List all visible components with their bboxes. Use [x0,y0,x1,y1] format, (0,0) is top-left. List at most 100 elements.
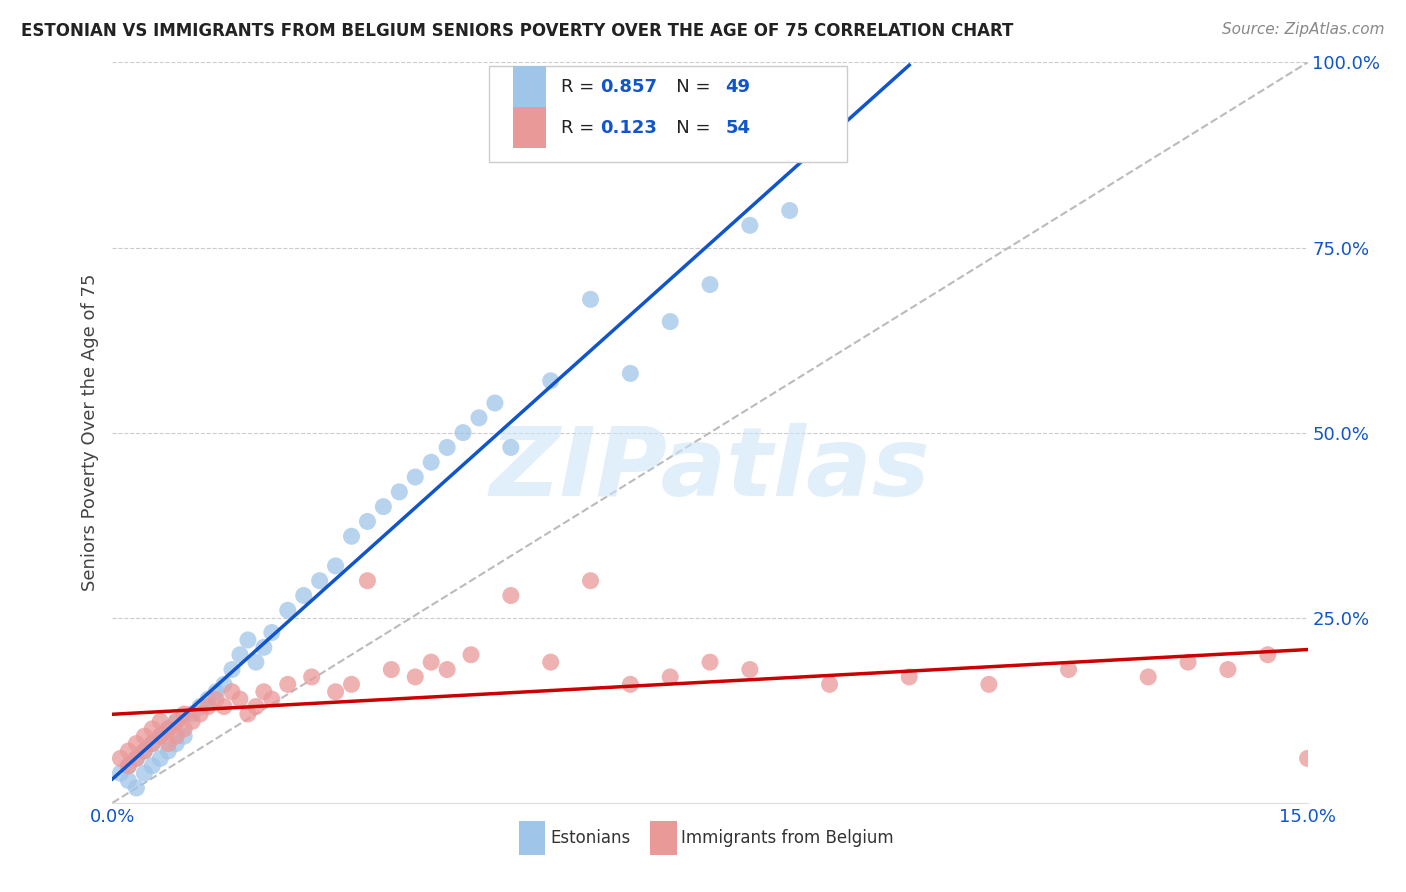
Text: N =: N = [658,119,716,136]
Point [738,663,761,677]
Bar [513,66,547,107]
Point [699,655,721,669]
Point [165,729,187,743]
Point [325,558,347,573]
Point [125,737,148,751]
Point [260,692,283,706]
Point [340,677,363,691]
Point [460,648,482,662]
Point [125,751,148,765]
Point [236,632,259,647]
Point [117,758,139,772]
Point [157,722,180,736]
Point [1257,648,1279,662]
Point [579,293,602,307]
Point [738,219,761,233]
Point [499,589,522,603]
Point [253,685,276,699]
Point [779,203,801,218]
Point [659,314,682,328]
Bar [651,822,676,855]
Point [579,574,602,588]
Point [149,714,172,729]
Text: 49: 49 [725,78,751,95]
Point [134,744,156,758]
Point [308,574,330,588]
Text: Estonians: Estonians [550,829,630,847]
Point [436,663,458,677]
Point [125,780,148,795]
Point [134,729,156,743]
Point [404,470,426,484]
Point [292,589,315,603]
Text: ESTONIAN VS IMMIGRANTS FROM BELGIUM SENIORS POVERTY OVER THE AGE OF 75 CORRELATI: ESTONIAN VS IMMIGRANTS FROM BELGIUM SENI… [21,22,1014,40]
Point [157,737,180,751]
Point [420,655,443,669]
Point [451,425,474,440]
Point [149,751,172,765]
Point [165,737,187,751]
Text: Immigrants from Belgium: Immigrants from Belgium [682,829,894,847]
Text: R =: R = [561,119,599,136]
Point [484,396,506,410]
Point [229,692,252,706]
Point [301,670,323,684]
Point [699,277,721,292]
Point [165,714,187,729]
Point [436,441,458,455]
Point [134,744,156,758]
Point [245,655,267,669]
Point [205,692,228,706]
Bar [519,822,546,855]
Point [277,603,299,617]
Point [181,706,204,721]
Text: ZIPatlas: ZIPatlas [489,423,931,516]
Point [818,677,841,691]
Point [619,677,641,691]
Point [125,751,148,765]
Point [212,699,235,714]
Point [253,640,276,655]
Point [356,574,378,588]
Point [141,722,163,736]
Point [260,625,283,640]
Point [1216,663,1239,677]
Point [499,441,522,455]
FancyBboxPatch shape [489,66,848,162]
Point [898,670,921,684]
Point [197,699,219,714]
Point [110,766,132,780]
Point [1177,655,1199,669]
Point [245,699,267,714]
Point [1137,670,1160,684]
Point [188,699,211,714]
Point [141,737,163,751]
Point [229,648,252,662]
Point [141,737,163,751]
Point [221,685,243,699]
Point [540,374,562,388]
Point [197,692,219,706]
Point [149,729,172,743]
Text: 54: 54 [725,119,751,136]
Point [380,663,402,677]
Point [173,706,195,721]
Point [356,515,378,529]
Point [134,766,156,780]
Point [117,758,139,772]
Bar [513,107,547,148]
Point [157,744,180,758]
Point [659,670,682,684]
Point [340,529,363,543]
Point [110,751,132,765]
Point [157,722,180,736]
Point [181,714,204,729]
Point [117,773,139,788]
Text: Source: ZipAtlas.com: Source: ZipAtlas.com [1222,22,1385,37]
Point [212,677,235,691]
Point [141,758,163,772]
Point [1296,751,1319,765]
Point [221,663,243,677]
Point [165,714,187,729]
Text: N =: N = [658,78,716,95]
